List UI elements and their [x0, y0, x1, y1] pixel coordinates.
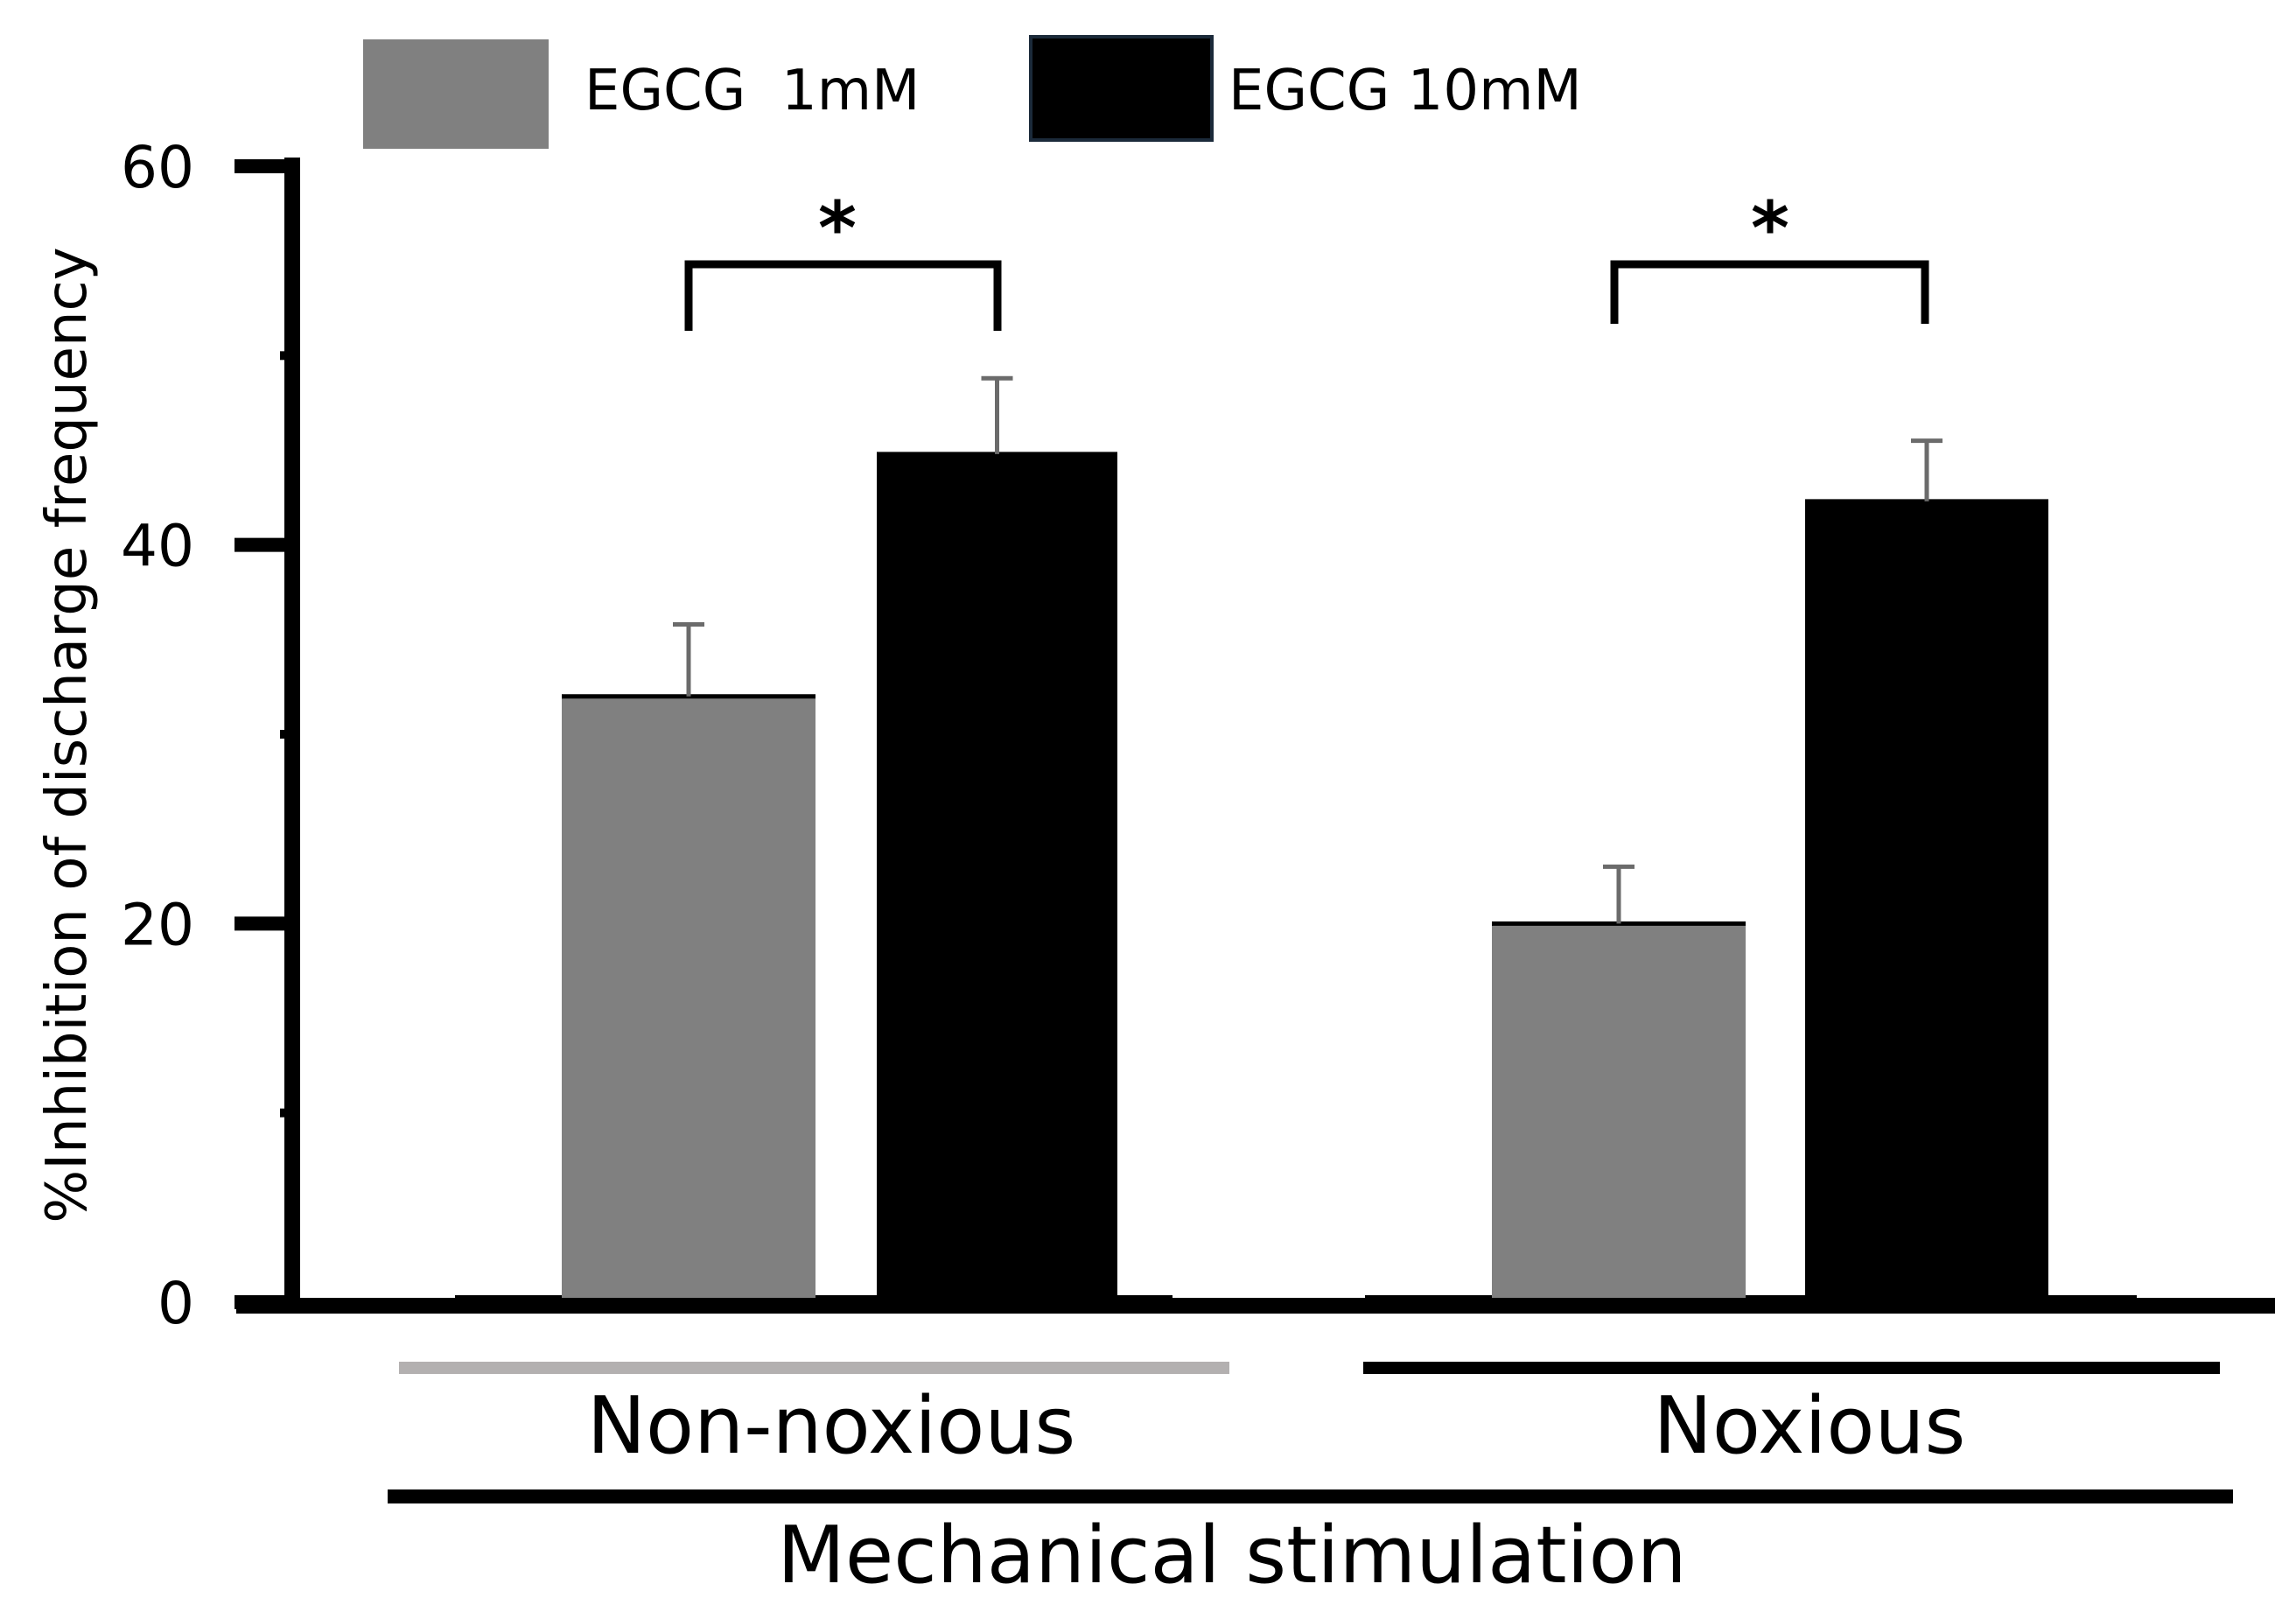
significance-bracket: [1610, 260, 1929, 324]
significance-markers: * *: [684, 186, 1929, 331]
significance-star: *: [818, 186, 857, 271]
bars: [455, 375, 2137, 1302]
y-axis-ticks: 0 20 40 60: [121, 134, 292, 1337]
y-tick-label: 60: [121, 134, 194, 201]
legend-label-10mm: EGCG 10mM: [1228, 59, 1582, 123]
y-axis-title: %Inhibition of discharge frequency: [35, 247, 100, 1223]
x-axis-title: Mechanical stimulation: [777, 1510, 1686, 1601]
legend: EGCG 1mM EGCG 10mM: [363, 35, 1582, 149]
y-tick-label: 40: [121, 513, 194, 580]
y-tick-label: 0: [158, 1270, 194, 1337]
bar: [1805, 501, 2048, 1302]
significance-bracket: [684, 260, 1002, 331]
y-tick-label: 20: [121, 891, 194, 958]
bar: [562, 696, 816, 1302]
category-label-non-noxious: Non-noxious: [587, 1380, 1076, 1472]
legend-swatch-10mm: [1029, 35, 1214, 142]
significance-star: *: [1751, 186, 1789, 271]
legend-swatch-1mm: [363, 39, 549, 149]
bar: [1492, 923, 1746, 1302]
bar: [877, 453, 1117, 1302]
category-label-noxious: Noxious: [1654, 1380, 1966, 1472]
legend-label-1mm: EGCG 1mM: [584, 59, 920, 123]
